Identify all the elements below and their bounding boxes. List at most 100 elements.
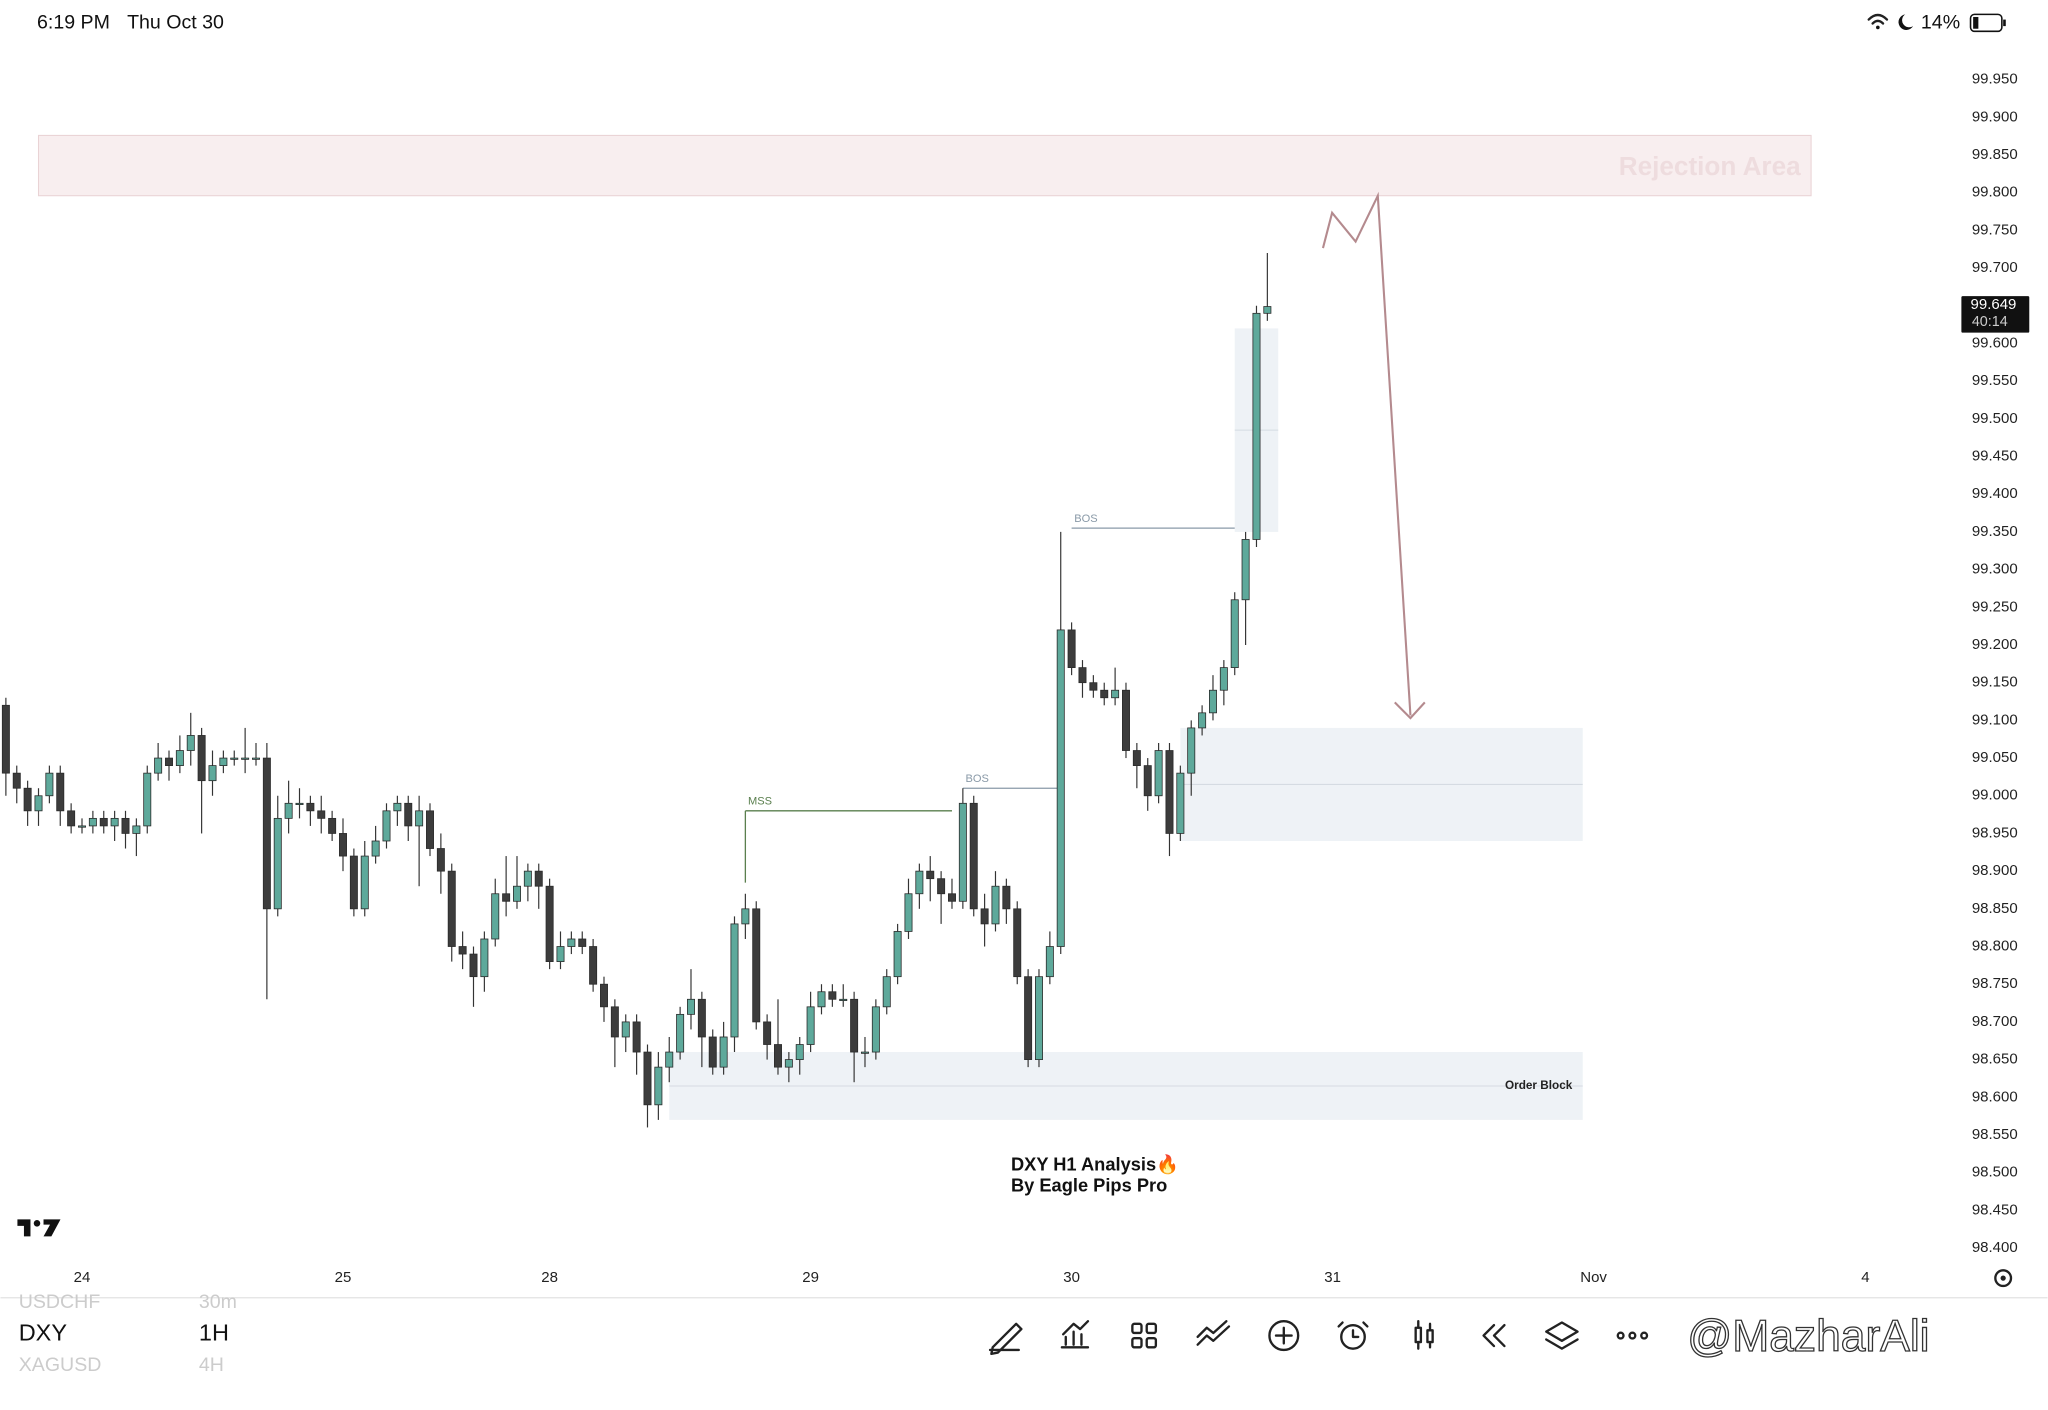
candle-body [262,757,271,910]
candle-body [491,893,500,940]
candle-body [175,750,184,766]
candle-body [110,817,119,827]
watermark-author: By Eagle Pips Pro [1011,1175,1167,1196]
candle-body [241,757,250,760]
settings-icon[interactable] [1994,1269,2013,1288]
candle-body [56,772,65,812]
candle-body [806,1006,815,1045]
candle-body [12,772,21,789]
interval[interactable]: 1H [199,1319,229,1345]
y-tick-label: 98.400 [1972,1239,2018,1256]
candle-body [600,983,608,1008]
candle-body [67,810,76,827]
x-tick-label: 28 [541,1269,558,1286]
y-tick-label: 98.650 [1972,1051,2018,1068]
candle-body [937,878,946,895]
replay-tool[interactable] [1482,1323,1506,1348]
candle-body [980,908,989,925]
candle-body [632,1021,641,1053]
candle-body [893,931,902,978]
candle-body [382,810,391,842]
compare-tool[interactable] [1196,1320,1231,1346]
candle-body [861,1051,869,1054]
candle-body [1241,539,1250,601]
bar-style-tool[interactable] [1414,1320,1434,1350]
candle-body [436,848,445,872]
candle-body [1056,629,1065,947]
y-tick-label: 98.950 [1972,824,2018,841]
structure-label: BOS [1074,513,1097,525]
interval[interactable]: 4H [199,1354,224,1376]
candle-body [349,855,358,910]
x-tick-label: 29 [802,1269,819,1286]
candle-body [197,735,206,782]
candle-body [774,1044,782,1068]
candle-body [871,1006,880,1053]
candle-body [697,998,706,1038]
candle-body [752,908,761,1023]
candle-body [763,1021,772,1045]
candle-body [45,772,54,797]
y-tick-label: 98.900 [1972,862,2018,879]
symbol[interactable]: DXY [19,1319,68,1345]
y-tick-label: 98.450 [1972,1201,2018,1218]
candle-body [676,1013,685,1053]
candle-body [578,938,587,947]
candle-body [643,1051,652,1106]
candle-body [991,885,1000,925]
candle-body [1002,885,1011,910]
alert-tool[interactable] [1337,1321,1369,1350]
candle-body [1154,750,1163,797]
candle-body [1024,976,1033,1060]
watermark-title: DXY H1 Analysis🔥 [1011,1154,1179,1175]
symbol[interactable]: USDCHF [19,1291,101,1313]
candle-body [1176,772,1185,834]
y-tick-label: 99.150 [1972,674,2018,691]
add-tool[interactable] [1268,1320,1300,1352]
y-tick-label: 98.600 [1972,1088,2018,1105]
interval[interactable]: 30m [199,1291,237,1313]
layers-tool[interactable] [1545,1321,1579,1350]
candle-body [306,802,315,812]
y-tick-label: 99.800 [1972,184,2018,201]
candle-body [132,825,141,834]
candle-body [654,1066,663,1106]
candle-body [1013,908,1022,978]
y-tick-label: 99.600 [1972,334,2018,351]
candle-body [88,817,97,827]
layout-tool[interactable] [1131,1322,1158,1349]
more-tool[interactable] [1616,1331,1649,1340]
indicators-tool[interactable] [1060,1320,1090,1349]
candle-body [534,870,543,887]
draw-tool[interactable] [988,1322,1023,1356]
candle-body [230,757,239,760]
symbol[interactable]: XAGUSD [19,1354,102,1376]
last-price-badge [1961,296,2030,333]
candle-body [339,833,347,857]
candle-body [154,757,163,774]
x-tick-label: Nov [1580,1269,1607,1286]
plot: Rejection Area Order Block MSS BOS BOS 99.950… [1,71,2030,1286]
candle-body [1252,312,1261,540]
candle-body [621,1021,630,1038]
candle-body [208,765,217,782]
status-time: 6:19 PM [37,12,110,34]
candle-body [610,1006,619,1038]
candle-body [415,810,424,827]
candle-body [426,810,434,849]
candle-body [1219,667,1228,691]
toolbar [988,1320,1649,1356]
candle-body [513,885,521,902]
candle-body [360,855,369,910]
candle-body [969,802,978,910]
y-tick-label: 98.550 [1972,1126,2018,1143]
y-tick-label: 99.000 [1972,787,2018,804]
candle-body [904,893,913,932]
candle-body [1165,750,1174,834]
candle-body [850,998,859,1053]
candle-body [447,870,456,947]
y-tick-label: 99.300 [1972,561,2018,578]
countdown-label: 40:14 [1972,314,2008,330]
candle-body [165,757,173,766]
candle-body [1111,689,1120,699]
